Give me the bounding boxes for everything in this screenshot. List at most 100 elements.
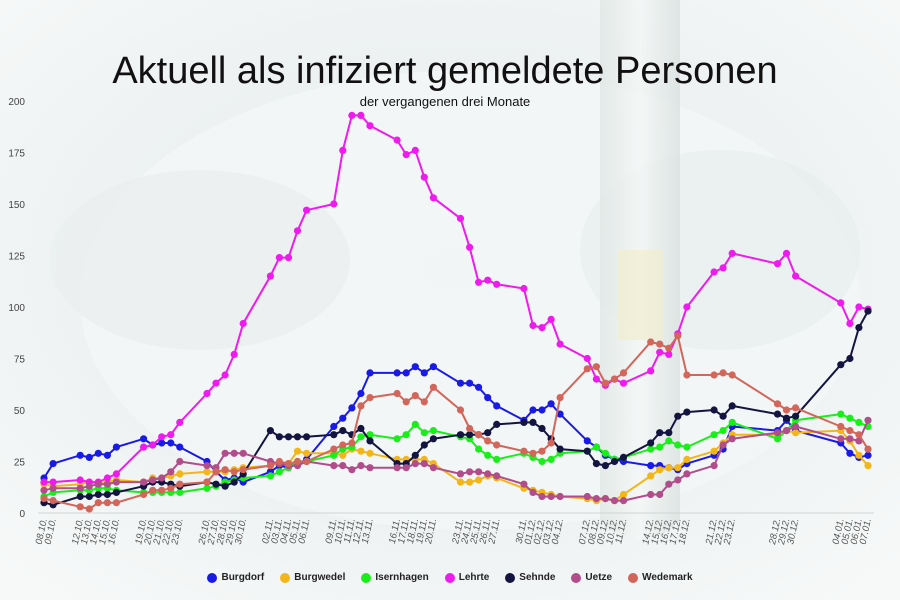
data-point — [293, 433, 302, 441]
data-point — [303, 457, 311, 466]
legend-marker — [207, 572, 218, 583]
data-point — [837, 435, 845, 443]
data-point — [466, 424, 474, 433]
data-point — [647, 472, 655, 480]
data-point — [619, 490, 628, 499]
x-tick-label: 17.11. — [396, 517, 412, 544]
data-point — [330, 445, 338, 453]
data-point — [330, 462, 338, 470]
data-point — [656, 466, 664, 474]
data-point — [728, 371, 736, 379]
x-tick-label: 06.11. — [296, 517, 312, 544]
data-point — [49, 484, 57, 492]
data-point — [556, 394, 564, 402]
x-tick-label: 01.12. — [523, 517, 539, 545]
data-point — [429, 427, 437, 435]
data-point — [266, 472, 274, 480]
data-point — [176, 488, 184, 496]
data-point — [420, 398, 428, 406]
data-point — [112, 443, 120, 451]
data-point — [357, 447, 365, 455]
data-point — [656, 429, 664, 437]
data-point — [837, 422, 845, 431]
data-point — [239, 466, 247, 474]
data-point — [402, 431, 410, 439]
data-point — [782, 414, 791, 422]
data-point — [619, 379, 628, 387]
x-tick-label: 27.11. — [486, 517, 502, 545]
x-tick-label: 30.11. — [514, 517, 530, 544]
data-point — [357, 402, 365, 410]
data-point — [420, 441, 428, 449]
data-point — [348, 466, 356, 474]
data-point — [239, 449, 247, 457]
data-point — [719, 441, 727, 449]
data-point — [583, 365, 591, 373]
series-isernhagen — [40, 410, 872, 501]
data-point — [665, 344, 673, 352]
x-tick-label: 03.11. — [269, 517, 285, 544]
data-point — [203, 478, 211, 486]
data-point — [339, 451, 347, 459]
data-point — [339, 427, 347, 435]
data-point — [411, 146, 419, 154]
data-point — [411, 460, 419, 468]
data-point — [592, 495, 601, 503]
data-point — [402, 151, 410, 159]
x-tick-label: 02.12. — [532, 517, 548, 545]
data-point — [520, 418, 528, 426]
data-point — [466, 431, 474, 439]
data-point — [284, 433, 293, 441]
data-point — [619, 453, 628, 461]
data-point — [665, 429, 673, 437]
data-point — [728, 249, 736, 257]
data-point — [348, 439, 356, 447]
data-point — [484, 394, 492, 402]
data-point — [221, 371, 229, 379]
x-tick-label: 08.12. — [586, 517, 602, 545]
x-tick-label: 04.11. — [278, 517, 294, 544]
y-tick-label: 25 — [14, 458, 26, 469]
data-point — [782, 427, 791, 435]
x-tick-label: 25.11. — [468, 517, 484, 545]
data-point — [456, 478, 465, 486]
data-point — [429, 194, 437, 202]
data-point — [212, 468, 220, 476]
data-point — [158, 439, 166, 447]
data-point — [411, 363, 419, 371]
data-point — [49, 497, 57, 505]
data-point — [420, 429, 428, 437]
data-point — [855, 303, 863, 311]
data-point — [529, 449, 537, 457]
data-point — [366, 449, 374, 457]
data-point — [792, 272, 800, 280]
data-point — [94, 480, 102, 488]
data-point — [846, 319, 854, 328]
data-point — [710, 447, 718, 455]
data-point — [366, 369, 374, 377]
x-tick-label: 09.10. — [43, 517, 59, 545]
series-burgdorf — [40, 363, 872, 486]
data-point — [85, 492, 93, 501]
data-point — [493, 441, 501, 449]
data-point — [719, 264, 727, 272]
data-point — [330, 431, 338, 439]
data-point — [647, 338, 655, 346]
data-point — [484, 470, 492, 478]
data-point — [592, 443, 601, 451]
data-point — [683, 470, 691, 478]
data-point — [592, 460, 601, 468]
data-point — [728, 418, 736, 426]
x-tick-label: 02.11. — [260, 517, 276, 544]
data-point — [601, 495, 610, 503]
data-point — [619, 497, 628, 505]
data-point — [330, 451, 338, 459]
data-point — [230, 468, 238, 476]
data-point — [393, 389, 401, 398]
series-line — [43, 365, 869, 484]
data-point — [456, 214, 465, 222]
data-point — [456, 431, 465, 439]
chart-legend: Burgdorf Burgwedel Isernhagen Lehrte Sehnde U… — [0, 572, 900, 583]
